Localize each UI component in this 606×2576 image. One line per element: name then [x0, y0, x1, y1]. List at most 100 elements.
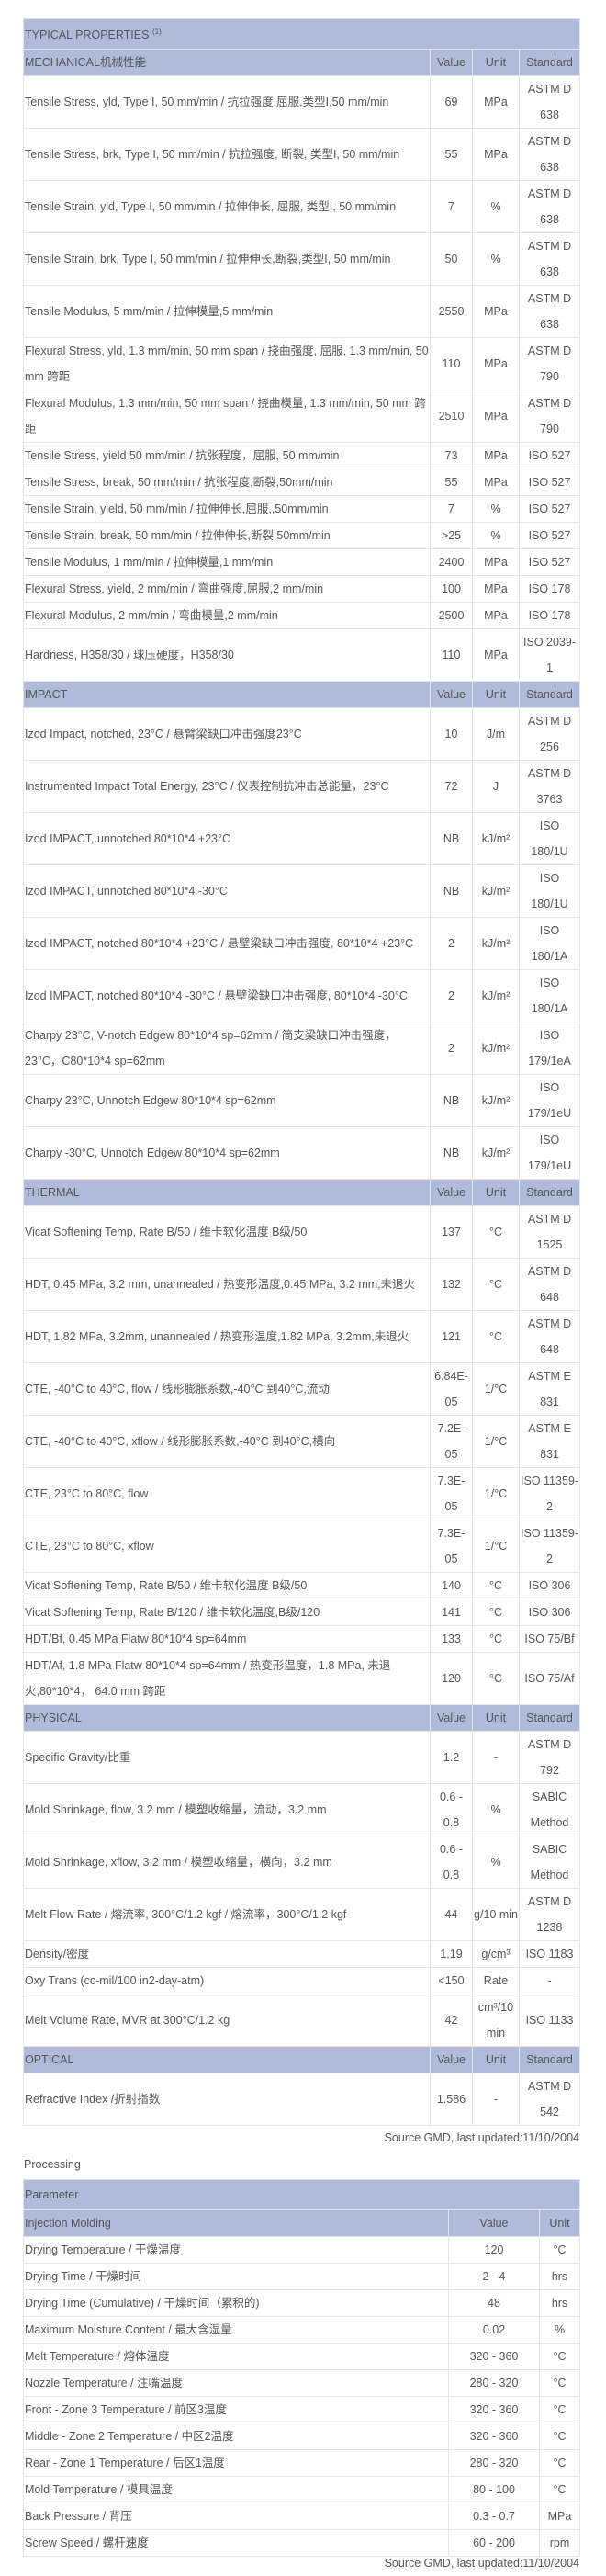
property-value: 55: [430, 128, 473, 181]
column-header-value: Value: [430, 1179, 473, 1206]
property-unit: °C: [472, 1572, 520, 1599]
property-standard: ASTM D 1238: [518, 1888, 581, 1941]
property-standard: ISO 2039-1: [518, 628, 581, 682]
property-unit: kJ/m²: [472, 1022, 520, 1075]
property-unit: MPa: [472, 602, 520, 629]
typical-properties-table: TYPICAL PROPERTIES (1) MECHANICAL机械性能 Val…: [22, 18, 581, 2126]
property-name: Oxy Trans (cc-mil/100 in2-day-atm): [23, 1967, 431, 1994]
parameter-unit: MPa: [539, 2503, 580, 2530]
property-name: Tensile Strain, brk, Type I, 50 mm/min /…: [23, 232, 431, 286]
table-row: Drying Time / 干燥时间 2 - 4 hrs: [23, 2263, 580, 2290]
property-name: Density/密度: [23, 1940, 431, 1968]
property-name: Melt Flow Rate / 熔流率, 300°C/1.2 kgf / 熔流…: [23, 1888, 431, 1941]
property-name: Charpy -30°C, Unnotch Edgew 80*10*4 sp=6…: [23, 1126, 431, 1180]
parameter-unit: hrs: [539, 2289, 580, 2317]
property-unit: cm³/10 min: [472, 1994, 520, 2047]
parameter-name: Nozzle Temperature / 注嘴温度: [23, 2369, 449, 2397]
table-row: CTE, -40°C to 40°C, xflow / 线形膨胀系数,-40°C…: [23, 1415, 581, 1468]
property-unit: °C: [472, 1625, 520, 1653]
parameter-value: 320 - 360: [448, 2423, 540, 2450]
parameter-unit: °C: [539, 2423, 580, 2450]
property-name: CTE, -40°C to 40°C, flow / 线形膨胀系数,-40°C …: [23, 1362, 431, 1416]
column-header-value: Value: [430, 1704, 473, 1732]
property-value: 7.3E-05: [430, 1520, 473, 1573]
parameter-value: 48: [448, 2289, 540, 2317]
property-standard: ISO 11359-2: [518, 1467, 581, 1520]
property-value: 2550: [430, 285, 473, 338]
table-row: Tensile Strain, brk, Type I, 50 mm/min /…: [23, 232, 581, 286]
property-value: 141: [430, 1599, 473, 1626]
property-standard: ISO 179/1eU: [518, 1126, 581, 1180]
table-row: Tensile Strain, yield, 50 mm/min / 拉伸伸长,…: [23, 495, 581, 523]
property-unit: °C: [472, 1258, 520, 1311]
parameter-name: Back Pressure / 背压: [23, 2503, 449, 2530]
table-row: Drying Temperature / 干燥温度 120 °C: [23, 2236, 580, 2264]
property-value: 2: [430, 969, 473, 1022]
table-row: HDT, 0.45 MPa, 3.2 mm, unannealed / 热变形温…: [23, 1258, 581, 1311]
section-header-row: PHYSICAL Value Unit Standard: [23, 1704, 581, 1732]
parameter-unit: °C: [539, 2396, 580, 2423]
table-row: Rear - Zone 1 Temperature / 后区1温度 280 - 3…: [23, 2449, 580, 2477]
property-value: 7.2E-05: [430, 1415, 473, 1468]
table-row: Drying Time (Cumulative) / 干燥时间（累积的) 48 hr…: [23, 2289, 580, 2317]
table-row: Tensile Stress, yield 50 mm/min / 抗张程度，屈…: [23, 442, 581, 469]
property-standard: ISO 180/1U: [518, 864, 581, 918]
property-unit: °C: [472, 1310, 520, 1363]
property-standard: ASTM D 638: [518, 180, 581, 233]
column-header-standard: Standard: [518, 1179, 581, 1206]
section-name: MECHANICAL机械性能: [23, 49, 431, 76]
property-standard: ISO 527: [518, 522, 581, 549]
property-value: 73: [430, 442, 473, 469]
parameter-name: Maximum Moisture Content / 最大含湿量: [23, 2316, 449, 2344]
property-standard: ASTM E 831: [518, 1415, 581, 1468]
property-unit: J/m: [472, 707, 520, 761]
property-name: Tensile Modulus, 1 mm/min / 拉伸模量,1 mm/mi…: [23, 548, 431, 576]
property-standard: ASTM D 638: [518, 232, 581, 286]
property-name: Vicat Softening Temp, Rate B/120 / 维卡软化温…: [23, 1599, 431, 1626]
column-header-standard: Standard: [518, 681, 581, 708]
parameter-unit: °C: [539, 2476, 580, 2503]
table-row: Izod IMPACT, notched 80*10*4 +23°C / 悬壁梁…: [23, 917, 581, 970]
property-name: HDT, 0.45 MPa, 3.2 mm, unannealed / 热变形温…: [23, 1258, 431, 1311]
section-name: PHYSICAL: [23, 1704, 431, 1732]
column-header-value: Value: [430, 2046, 473, 2073]
property-name: Izod IMPACT, unnotched 80*10*4 +23°C: [23, 812, 431, 865]
table-row: Izod IMPACT, notched 80*10*4 -30°C / 悬壁梁…: [23, 969, 581, 1022]
parameter-name: Front - Zone 3 Temperature / 前区3温度: [23, 2396, 449, 2423]
property-value: 0.6 - 0.8: [430, 1836, 473, 1889]
parameter-value: 0.02: [448, 2316, 540, 2344]
table-row: Vicat Softening Temp, Rate B/120 / 维卡软化温…: [23, 1599, 581, 1626]
property-unit: °C: [472, 1205, 520, 1259]
property-name: Flexural Stress, yld, 1.3 mm/min, 50 mm …: [23, 337, 431, 390]
property-standard: ISO 179/1eU: [518, 1074, 581, 1127]
parameter-name: Drying Temperature / 干燥温度: [23, 2236, 449, 2264]
property-value: 1.586: [430, 2073, 473, 2126]
property-standard: ASTM D 790: [518, 390, 581, 443]
table-row: Vicat Softening Temp, Rate B/50 / 维卡软化温度…: [23, 1572, 581, 1599]
property-unit: %: [472, 495, 520, 523]
parameter-unit: rpm: [539, 2529, 580, 2557]
property-unit: MPa: [472, 442, 520, 469]
property-name: Izod IMPACT, unnotched 80*10*4 -30°C: [23, 864, 431, 918]
table-row: HDT/Af, 1.8 MPa Flatw 80*10*4 sp=64mm / …: [23, 1652, 581, 1705]
property-standard: ISO 180/1A: [518, 917, 581, 970]
property-name: Izod Impact, notched, 23°C / 悬臂梁缺口冲击强度23…: [23, 707, 431, 761]
column-header-unit: Unit: [472, 2046, 520, 2073]
property-unit: %: [472, 1783, 520, 1836]
property-name: Izod IMPACT, notched 80*10*4 +23°C / 悬壁梁…: [23, 917, 431, 970]
property-unit: MPa: [472, 390, 520, 443]
property-value: 55: [430, 469, 473, 496]
table-row: Instrumented Impact Total Energy, 23°C /…: [23, 760, 581, 813]
property-unit: kJ/m²: [472, 969, 520, 1022]
table-row: Tensile Modulus, 5 mm/min / 拉伸模量,5 mm/mi…: [23, 285, 581, 338]
parameter-value: 120: [448, 2236, 540, 2264]
property-unit: kJ/m²: [472, 1074, 520, 1127]
property-value: 120: [430, 1652, 473, 1705]
section-header-row: THERMAL Value Unit Standard: [23, 1179, 581, 1206]
property-name: CTE, -40°C to 40°C, xflow / 线形膨胀系数,-40°C…: [23, 1415, 431, 1468]
property-value: 7: [430, 180, 473, 233]
table-row: Mold Temperature / 模具温度 80 - 100 °C: [23, 2476, 580, 2503]
table-row: Melt Temperature / 熔体温度 320 - 360 °C: [23, 2343, 580, 2370]
property-value: 140: [430, 1572, 473, 1599]
property-unit: -: [472, 2073, 520, 2126]
